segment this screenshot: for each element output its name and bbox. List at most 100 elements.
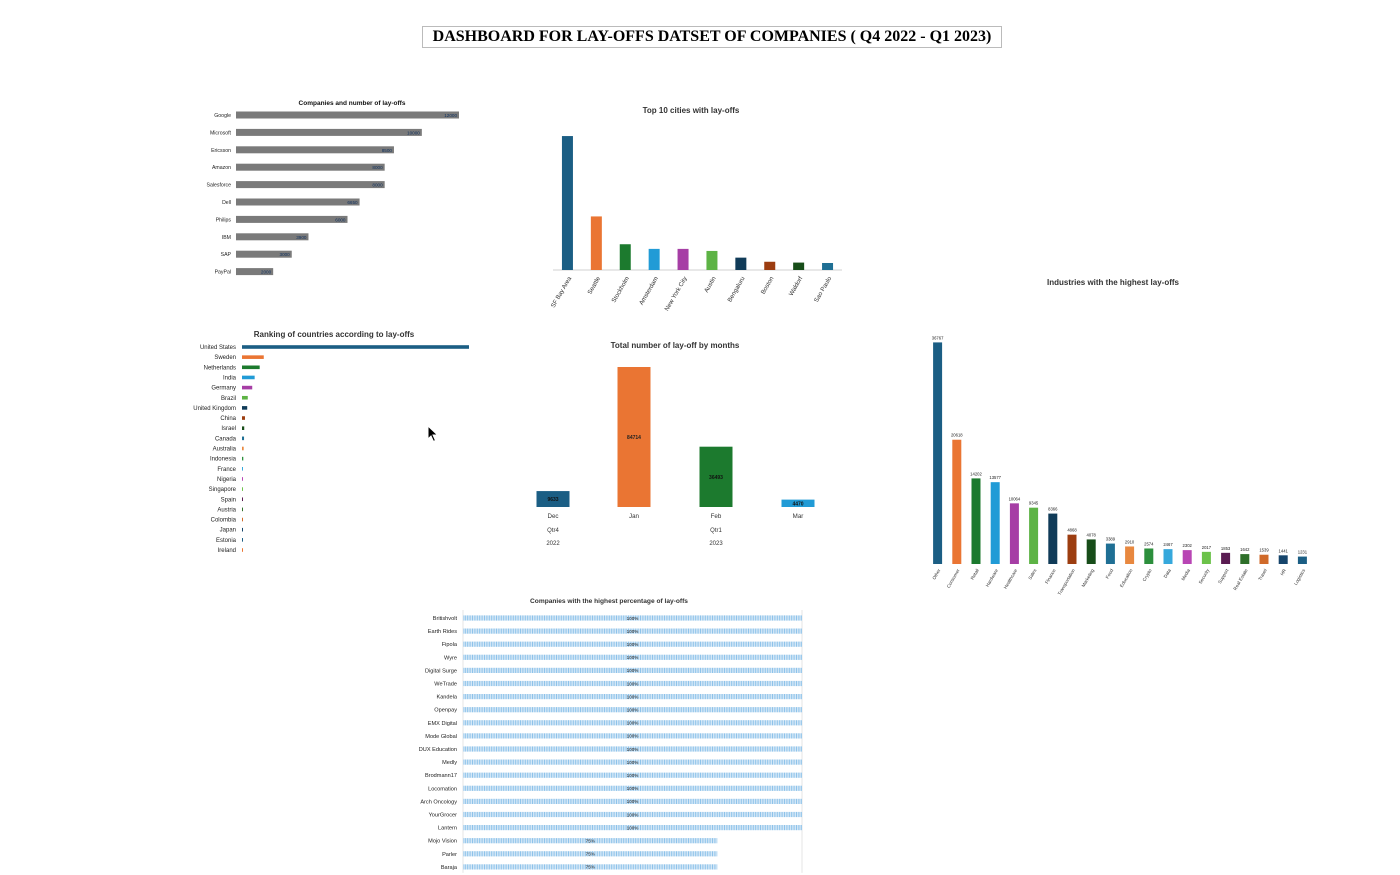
category-label: Earth Rides <box>428 629 457 635</box>
tick-label: Finance <box>1044 568 1057 585</box>
data-label: 20618 <box>951 433 963 438</box>
bar <box>463 825 802 831</box>
tick-label: Feb <box>711 513 722 520</box>
bar <box>699 446 733 507</box>
bar <box>1221 552 1231 564</box>
tick-label: Travel <box>1257 568 1268 581</box>
tick-label: Other <box>931 568 941 581</box>
bar <box>463 615 802 621</box>
countries-ranking-chart: Ranking of countries according to lay-of… <box>193 330 469 554</box>
bar <box>1144 548 1154 564</box>
tick-label: Dec <box>547 513 558 520</box>
percentage-layoffs-chart: Companies with the highest percentage of… <box>419 598 803 873</box>
data-label: 9345 <box>1029 501 1039 506</box>
bar <box>1278 555 1288 564</box>
data-label: 13577 <box>989 475 1001 480</box>
data-label: 75% <box>586 852 595 857</box>
bar <box>1125 546 1135 564</box>
bar <box>242 406 248 410</box>
data-label: 100% <box>627 721 639 726</box>
bar <box>1297 556 1307 564</box>
tick-label: Support <box>1217 567 1230 584</box>
category-label: DUX Education <box>419 747 457 753</box>
category-label: IBM <box>222 235 231 241</box>
data-label: 100% <box>627 655 639 660</box>
data-label: 3389 <box>1106 537 1116 542</box>
category-label: France <box>217 467 236 473</box>
data-label: 3900 <box>296 235 307 240</box>
bar <box>463 733 802 739</box>
bar <box>990 482 1000 564</box>
category-label: Philips <box>216 217 232 223</box>
bar <box>242 446 244 451</box>
bar <box>242 487 243 491</box>
data-label: 100% <box>627 642 639 647</box>
data-label: 1539 <box>1259 548 1269 553</box>
bar <box>463 694 802 700</box>
bar <box>236 268 274 276</box>
category-label: Japan <box>220 528 236 534</box>
category-label: United States <box>200 345 236 351</box>
tick-label: Jan <box>629 513 640 520</box>
tick-label: Sales <box>1027 567 1037 580</box>
category-label: Wyre <box>444 655 457 661</box>
chart-title: Companies with the highest percentage of… <box>530 598 688 605</box>
data-label: 6650 <box>347 200 358 205</box>
category-label: Fipola <box>442 642 458 648</box>
dashboard-title: DASHBOARD FOR LAY-OFFS DATSET OF COMPANI… <box>422 26 1002 48</box>
category-label: Canada <box>215 436 237 442</box>
data-label: 12000 <box>444 113 457 118</box>
bar <box>236 163 385 171</box>
tick-label: Logistics <box>1293 567 1307 586</box>
bar <box>242 395 248 400</box>
chart-title: Companies and number of lay-offs <box>299 100 406 107</box>
bar <box>242 467 243 471</box>
mouse-pointer-icon <box>427 424 439 443</box>
category-label: EMX Digital <box>428 721 457 727</box>
tick-label: Security <box>1198 567 1211 584</box>
chart-title: Industries with the highest lay-offs <box>1047 278 1180 287</box>
chart-title: Top 10 cities with lay-offs <box>643 106 740 115</box>
bar <box>242 436 245 441</box>
tick-label: HR <box>1279 567 1287 576</box>
data-label: 2000 <box>261 270 272 275</box>
bar <box>463 707 802 713</box>
bar <box>242 497 243 502</box>
tick-label: Retail <box>970 568 980 581</box>
bar <box>619 244 631 270</box>
bar <box>561 136 573 270</box>
data-label: 2017 <box>1202 545 1212 550</box>
data-label: 9633 <box>547 497 558 503</box>
tick-label: Media <box>1180 568 1191 582</box>
bar <box>590 216 602 270</box>
tick-label: Austin <box>703 275 718 294</box>
tick-label: Data <box>1163 568 1172 579</box>
bar <box>236 233 309 241</box>
bar <box>463 864 718 870</box>
companies-layoffs-chart: Companies and number of lay-offs Google 12… <box>206 100 459 276</box>
category-label: Ericsson <box>211 148 231 154</box>
data-label: 84714 <box>627 435 641 441</box>
data-label: 1853 <box>1221 546 1231 551</box>
bar <box>1259 554 1269 564</box>
bar <box>463 785 802 791</box>
data-label: 100% <box>627 629 639 634</box>
category-label: Kandela <box>436 695 457 701</box>
tick-label: Stockholm <box>610 276 631 305</box>
bar <box>242 548 243 552</box>
bar <box>781 499 815 507</box>
tick-label: Education <box>1119 568 1134 589</box>
tick-label: Consumer <box>946 568 961 589</box>
data-label: 6000 <box>335 217 346 222</box>
bar <box>236 128 422 136</box>
bar <box>677 248 689 270</box>
category-label: Mojo Vision <box>428 839 457 845</box>
year-label: 2022 <box>546 541 560 547</box>
category-label: SAP <box>221 252 232 258</box>
category-label: Austria <box>217 507 236 513</box>
bar <box>236 215 348 223</box>
bar <box>236 198 360 206</box>
data-label: 8366 <box>1048 507 1058 512</box>
data-label: 75% <box>586 839 595 844</box>
category-label: Microsoft <box>210 130 232 136</box>
